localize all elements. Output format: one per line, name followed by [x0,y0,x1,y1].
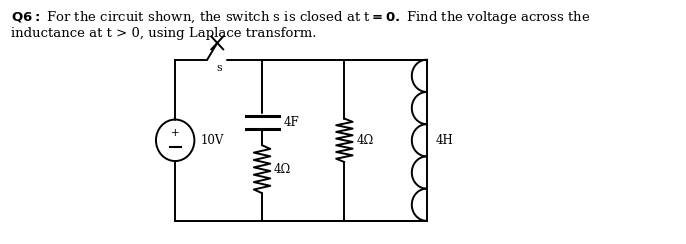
Text: +: + [171,128,180,138]
Text: inductance at t > 0, using Laplace transform.: inductance at t > 0, using Laplace trans… [10,27,316,40]
Text: 4H: 4H [436,134,453,147]
Text: 4F: 4F [284,116,300,129]
Text: $\mathbf{Q6:}$ For the circuit shown, the switch s is closed at t$\mathbf{= 0}$$: $\mathbf{Q6:}$ For the circuit shown, th… [10,9,590,26]
Text: 10V: 10V [201,134,224,147]
Text: s: s [216,63,222,73]
Text: 4Ω: 4Ω [356,134,374,147]
Text: 4Ω: 4Ω [274,163,292,176]
